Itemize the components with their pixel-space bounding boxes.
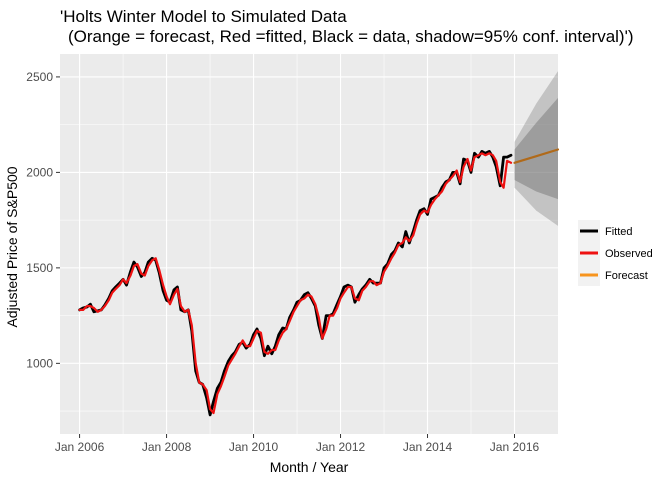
legend-label-fitted: Fitted xyxy=(605,226,633,238)
y-axis-title: Adjusted Price of S&P500 xyxy=(4,166,20,327)
x-tick-label: Jan 2012 xyxy=(316,440,366,454)
y-tick-label: 1500 xyxy=(26,261,53,275)
x-tick-label: Jan 2010 xyxy=(229,440,279,454)
legend: Fitted Observed Forecast xyxy=(578,220,653,286)
x-tick-label: Jan 2014 xyxy=(403,440,453,454)
chart-title: 'Holts Winter Model to Simulated Data (O… xyxy=(60,7,634,46)
plot-panel xyxy=(60,54,558,434)
y-tick-label: 2500 xyxy=(26,70,53,84)
chart-title-line-2: (Orange = forecast, Red =fitted, Black =… xyxy=(68,27,634,46)
y-tick-label: 2000 xyxy=(26,165,53,179)
x-tick-label: Jan 2006 xyxy=(55,440,105,454)
series-lines xyxy=(78,148,560,417)
series-line-observed xyxy=(78,152,513,415)
x-axis-title: Month / Year xyxy=(270,459,349,475)
y-axis-ticks: 1000 1500 2000 2500 xyxy=(26,70,60,370)
x-tick-label: Jan 2008 xyxy=(142,440,192,454)
confidence-band-95 xyxy=(514,71,558,226)
x-tick-label: Jan 2016 xyxy=(490,440,540,454)
gridlines xyxy=(60,54,558,434)
legend-label-forecast: Forecast xyxy=(605,270,648,282)
series-line-forecast xyxy=(513,148,560,164)
x-axis-ticks: Jan 2006 Jan 2008 Jan 2010 Jan 2012 Jan 2014… xyxy=(55,434,540,454)
confidence-bands xyxy=(514,71,558,226)
chart-title-line-1: 'Holts Winter Model to Simulated Data xyxy=(60,7,347,26)
confidence-band-80 xyxy=(514,97,558,200)
legend-label-observed: Observed xyxy=(605,248,653,260)
y-tick-label: 1000 xyxy=(26,356,53,370)
